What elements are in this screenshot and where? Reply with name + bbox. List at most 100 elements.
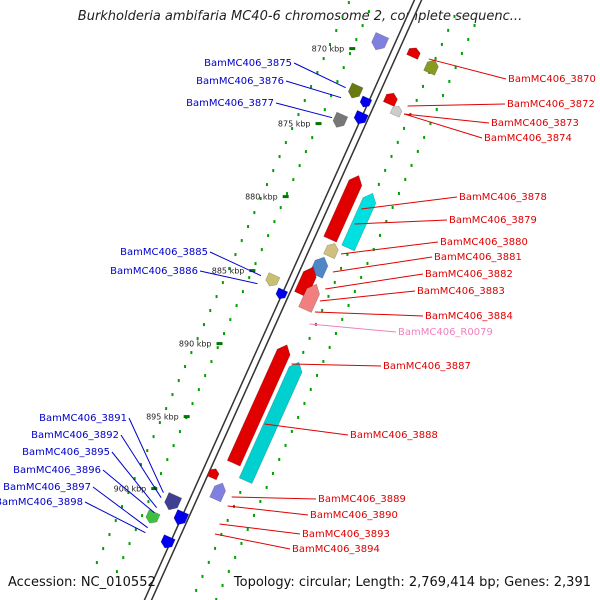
leader-line	[219, 523, 301, 535]
leader-line	[120, 434, 162, 498]
guide-dot	[355, 38, 358, 42]
tick-mark	[151, 487, 158, 491]
tick-mark	[315, 122, 322, 126]
tick-mark	[249, 269, 256, 273]
leader-line	[275, 102, 333, 119]
accession-text: Accession: NC_010552	[8, 575, 156, 590]
guide-dot	[146, 449, 149, 453]
guide-dot	[95, 561, 98, 565]
leader-line	[293, 62, 346, 89]
leader-line	[264, 423, 349, 436]
tick-mark	[349, 47, 356, 51]
guide-dot	[127, 491, 130, 495]
guide-dot	[385, 219, 388, 223]
guide-dot	[191, 402, 194, 406]
guide-dot	[115, 570, 118, 574]
guide-dot	[311, 136, 314, 140]
guide-dot	[134, 528, 137, 532]
guide-dot	[177, 379, 180, 383]
guide-dot	[310, 85, 313, 89]
leader-line	[403, 113, 483, 139]
guide-dot	[240, 239, 243, 243]
guide-dot	[447, 28, 450, 32]
gene-3875-mark	[347, 82, 364, 99]
guide-dot	[114, 519, 117, 523]
guide-dot	[335, 29, 338, 33]
gene-label: BamMC406_3886	[110, 266, 198, 277]
guide-dot	[272, 169, 275, 173]
guide-dot	[178, 430, 181, 434]
guide-dot	[265, 485, 268, 489]
guide-dot	[246, 527, 249, 531]
guide-dot	[391, 205, 394, 209]
guide-dot	[247, 225, 250, 229]
guide-dot	[397, 191, 400, 195]
guide-dot	[340, 266, 343, 270]
guide-dot	[147, 500, 150, 504]
guide-dot	[209, 309, 212, 313]
guide-dot	[241, 290, 244, 294]
guide-dot	[346, 252, 349, 256]
gene-label: BamMC406_3891	[39, 413, 127, 424]
leader-line	[199, 270, 258, 285]
gene-label: BamMC406_3870	[508, 74, 596, 85]
gene-label: BamMC406_3874	[484, 133, 572, 144]
leader-line	[227, 505, 309, 516]
leader-line	[214, 533, 291, 550]
guide-dot	[190, 351, 193, 355]
guide-dot	[267, 234, 270, 238]
guide-dot	[158, 421, 161, 425]
gene-3870-mark	[406, 47, 421, 60]
guide-dot	[336, 80, 339, 84]
guide-dot	[128, 542, 131, 546]
guide-dot	[226, 518, 229, 522]
guide-dot	[229, 318, 232, 322]
leader-line	[314, 311, 424, 317]
gene-3877b-mark	[353, 110, 369, 125]
topology-text: Topology: circular; Length: 2,769,414 bp…	[233, 575, 591, 590]
gene-label: BamMC406_3878	[459, 192, 547, 203]
gene-label: BamMC406_3885	[120, 247, 208, 258]
guide-dot	[196, 337, 199, 341]
gene-label: BamMC406_3881	[434, 252, 522, 263]
gene-3880-mark	[323, 243, 339, 260]
guide-dot	[102, 547, 105, 551]
guide-dot	[278, 155, 281, 159]
tick-label: 885 kbp	[212, 267, 245, 276]
guide-dot	[278, 457, 281, 461]
guide-dot	[404, 177, 407, 181]
gene-3897-mark	[160, 534, 176, 549]
guide-dot	[172, 444, 175, 448]
guide-dot	[298, 164, 301, 168]
guide-dot	[396, 140, 399, 144]
guide-dot	[291, 127, 294, 131]
guide-dot	[184, 365, 187, 369]
guide-dot	[141, 514, 144, 518]
guide-dot	[390, 154, 393, 158]
guide-dot	[152, 435, 155, 439]
guide-dot	[279, 206, 282, 210]
guide-dot	[403, 126, 406, 130]
guide-dot	[286, 192, 289, 196]
gene-label: BamMC406_3895	[22, 447, 110, 458]
gene-label: BamMC406_3883	[417, 286, 505, 297]
guide-dot	[303, 401, 306, 405]
guide-dot	[204, 374, 207, 378]
guide-dot	[202, 323, 205, 327]
guide-dot	[342, 66, 345, 70]
tick-mark	[216, 342, 223, 346]
backbone-line	[145, 0, 421, 600]
guide-dot	[201, 574, 204, 578]
guide-dot	[227, 569, 230, 573]
guide-dot	[316, 373, 319, 377]
guide-dot	[197, 388, 200, 392]
gene-label: BamMC406_3880	[440, 237, 528, 248]
guide-dot	[133, 477, 136, 481]
guide-dot	[322, 359, 325, 363]
gene-label: BamMC406_3894	[292, 544, 380, 555]
guide-dot	[333, 280, 336, 284]
guide-dot	[166, 458, 169, 462]
guide-dot	[171, 393, 174, 397]
gene-3898-mark	[145, 509, 161, 524]
